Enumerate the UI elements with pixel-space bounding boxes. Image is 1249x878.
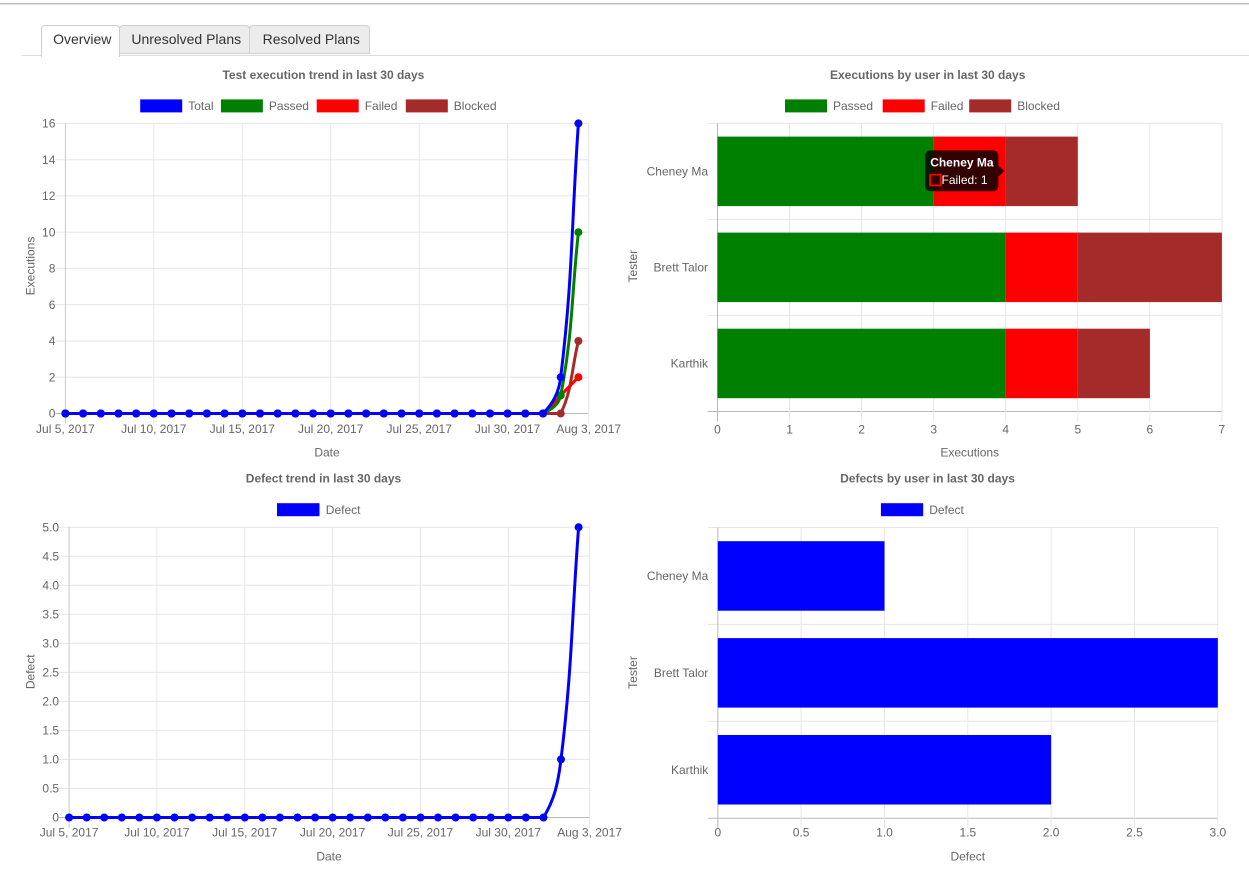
svg-text:Test execution trend in last 3: Test execution trend in last 30 days — [222, 68, 424, 82]
svg-text:Defect: Defect — [929, 503, 964, 517]
svg-text:4: 4 — [49, 334, 56, 348]
svg-text:6: 6 — [49, 298, 56, 312]
svg-text:0: 0 — [714, 422, 721, 436]
svg-text:Cheney Ma: Cheney Ma — [647, 165, 709, 179]
svg-text:Jul 15, 2017: Jul 15, 2017 — [210, 422, 276, 436]
svg-text:Aug 3, 2017: Aug 3, 2017 — [557, 826, 622, 840]
svg-text:0: 0 — [714, 826, 721, 840]
svg-text:Jul 5, 2017: Jul 5, 2017 — [40, 826, 99, 840]
svg-text:0.5: 0.5 — [42, 782, 59, 796]
svg-text:5.0: 5.0 — [42, 520, 59, 534]
svg-text:2: 2 — [49, 370, 56, 384]
svg-text:Jul 25, 2017: Jul 25, 2017 — [387, 422, 453, 436]
svg-text:3.5: 3.5 — [42, 608, 59, 622]
svg-text:2: 2 — [858, 422, 865, 436]
svg-text:0: 0 — [52, 811, 59, 825]
svg-text:Brett Talor: Brett Talor — [654, 666, 708, 680]
svg-text:Jul 15, 2017: Jul 15, 2017 — [212, 826, 278, 840]
svg-text:2.5: 2.5 — [1126, 826, 1143, 840]
svg-text:8: 8 — [49, 262, 56, 276]
svg-text:10: 10 — [42, 225, 56, 239]
svg-text:5: 5 — [1074, 422, 1081, 436]
svg-text:7: 7 — [1219, 422, 1226, 436]
svg-text:Tester: Tester — [626, 656, 640, 689]
svg-text:Total: Total — [188, 99, 213, 113]
svg-text:Defect: Defect — [326, 503, 361, 517]
svg-text:3.0: 3.0 — [1209, 826, 1226, 840]
svg-text:Cheney Ma: Cheney Ma — [930, 156, 994, 170]
svg-text:Blocked: Blocked — [1017, 99, 1060, 113]
svg-text:12: 12 — [42, 189, 56, 203]
svg-text:1: 1 — [786, 422, 793, 436]
svg-text:Karthik: Karthik — [671, 357, 709, 371]
svg-text:1.5: 1.5 — [42, 724, 59, 738]
svg-text:Passed: Passed — [269, 99, 309, 113]
svg-text:2.0: 2.0 — [42, 695, 59, 709]
svg-text:Executions: Executions — [940, 446, 999, 460]
svg-text:2.0: 2.0 — [1043, 826, 1060, 840]
svg-text:Jul 20, 2017: Jul 20, 2017 — [300, 826, 366, 840]
svg-text:4: 4 — [1002, 422, 1009, 436]
svg-text:Karthik: Karthik — [671, 763, 709, 777]
svg-text:1.0: 1.0 — [42, 753, 59, 767]
svg-text:Blocked: Blocked — [454, 99, 497, 113]
svg-text:Failed: Failed — [365, 99, 398, 113]
svg-text:Defect trend in last 30 days: Defect trend in last 30 days — [246, 471, 402, 485]
svg-text:Jul 10, 2017: Jul 10, 2017 — [124, 826, 190, 840]
svg-text:3: 3 — [930, 422, 937, 436]
svg-text:6: 6 — [1146, 422, 1153, 436]
svg-text:1.5: 1.5 — [959, 826, 976, 840]
svg-text:Aug 3, 2017: Aug 3, 2017 — [556, 422, 621, 436]
svg-text:3.0: 3.0 — [42, 637, 59, 651]
svg-text:Cheney Ma: Cheney Ma — [647, 569, 709, 583]
svg-text:4.5: 4.5 — [42, 549, 59, 563]
svg-text:Failed: Failed — [931, 99, 964, 113]
svg-text:Jul 25, 2017: Jul 25, 2017 — [388, 826, 454, 840]
svg-text:16: 16 — [42, 117, 56, 131]
svg-text:Defect: Defect — [950, 849, 985, 863]
svg-text:Date: Date — [314, 446, 340, 460]
svg-text:Tester: Tester — [626, 250, 640, 283]
svg-text:4.0: 4.0 — [42, 579, 59, 593]
svg-text:Failed: 1: Failed: 1 — [942, 173, 988, 187]
svg-text:Passed: Passed — [833, 99, 873, 113]
svg-text:Defects by user in last 30 day: Defects by user in last 30 days — [840, 471, 1015, 485]
svg-text:Jul 5, 2017: Jul 5, 2017 — [36, 422, 95, 436]
svg-text:1.0: 1.0 — [876, 826, 893, 840]
svg-text:Jul 30, 2017: Jul 30, 2017 — [476, 826, 542, 840]
svg-text:Brett Talor: Brett Talor — [654, 261, 708, 275]
svg-text:Executions: Executions — [24, 237, 38, 296]
svg-text:Executions by user in last 30: Executions by user in last 30 days — [830, 68, 1026, 82]
svg-text:Jul 10, 2017: Jul 10, 2017 — [121, 422, 187, 436]
svg-text:Jul 30, 2017: Jul 30, 2017 — [475, 422, 541, 436]
svg-text:0.5: 0.5 — [793, 826, 810, 840]
svg-text:Jul 20, 2017: Jul 20, 2017 — [298, 422, 364, 436]
svg-text:14: 14 — [42, 153, 56, 167]
svg-text:Date: Date — [316, 850, 342, 864]
svg-text:0: 0 — [49, 407, 56, 421]
svg-text:Defect: Defect — [24, 654, 38, 689]
svg-text:2.5: 2.5 — [42, 666, 59, 680]
